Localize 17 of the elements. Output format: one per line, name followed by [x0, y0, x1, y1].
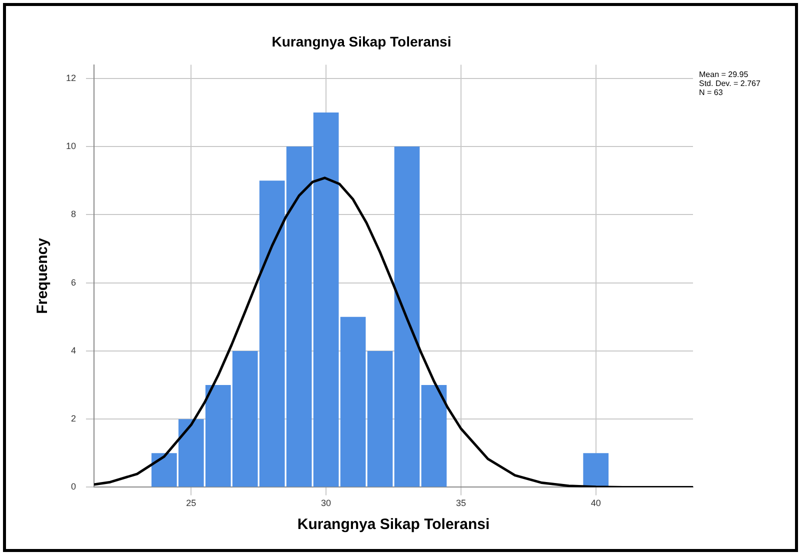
text: Mean = 29.95	[699, 70, 749, 80]
y-tick-label: 12	[66, 72, 76, 83]
y-tick-label: 8	[70, 209, 76, 220]
chart-title: Kurangnya Sikap Toleransi	[272, 33, 452, 50]
x-tick-label: 35	[456, 498, 466, 508]
y-tick-label: 0	[70, 482, 76, 492]
y-tick-label: 4	[70, 345, 76, 356]
y-axis-title: Frequency	[34, 237, 52, 314]
text: N = 63	[699, 88, 724, 98]
x-tick-label: 25	[186, 498, 196, 508]
x-tick-label: 30	[321, 498, 332, 508]
y-tick-label: 10	[66, 141, 76, 152]
x-axis-title: Kurangnya Sikap Toleransi	[297, 516, 490, 534]
x-tick-label: 40	[590, 498, 601, 508]
y-tick-label: 2	[70, 414, 76, 424]
text: Std. Dev. = 2.767	[699, 79, 761, 88]
y-tick-label: 6	[70, 277, 76, 288]
